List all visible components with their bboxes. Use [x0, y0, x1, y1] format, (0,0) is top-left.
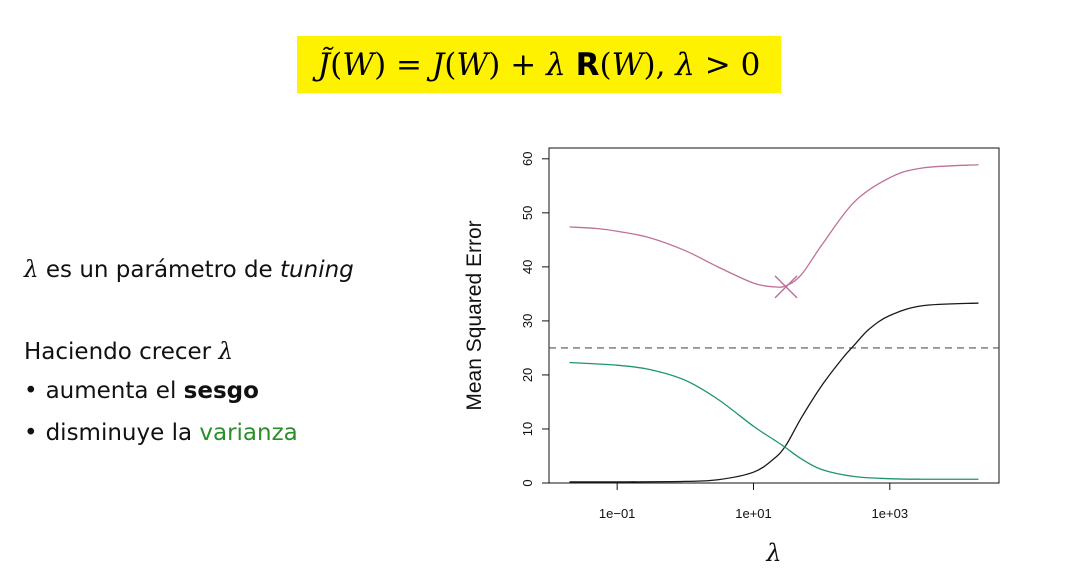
formula-j-tilde: J̃: [317, 46, 331, 83]
y-tick-label: 60: [520, 152, 535, 166]
bullet-icon: •: [24, 420, 38, 446]
formula-plus: +: [500, 46, 547, 83]
lambda-symbol-2: λ: [218, 339, 234, 365]
plot-frame: [548, 147, 1000, 484]
y-tick-label: 50: [520, 206, 535, 220]
x-tick-label: 1e+01: [735, 506, 772, 521]
x-axis-label: λ: [765, 539, 781, 567]
variance-green: varianza: [199, 420, 298, 446]
y-tick-label: 30: [520, 314, 535, 328]
y-tick-label: 40: [520, 260, 535, 274]
formula-banner: J̃(W) = J(W) + λ R(W), λ > 0: [297, 36, 781, 93]
bullet-icon: •: [24, 378, 38, 404]
y-tick-label: 0: [520, 479, 535, 486]
formula-eq: =: [386, 46, 432, 83]
increase-line: Haciendo crecer λ: [24, 339, 233, 365]
formula-w3: W: [611, 46, 644, 83]
series-line: [569, 302, 979, 483]
bias-text: aumenta el: [45, 378, 184, 404]
formula-lambda2: λ: [675, 46, 695, 83]
formula-comma: ,: [655, 46, 676, 83]
bias-bold: sesgo: [183, 378, 259, 404]
y-tick-label: 10: [520, 422, 535, 436]
chart-layer: 0 10 20 30 40 50 60 1e−01 1e+01 1e+03 Mean Squared…: [463, 147, 1000, 567]
x-tick-label: 1e−01: [599, 506, 636, 521]
bullet-variance: • disminuye la varianza: [24, 420, 298, 446]
y-axis-label: Mean Squared Error: [463, 220, 486, 410]
tuning-line: λ es un parámetro de tuning: [24, 257, 354, 283]
formula-r: R: [575, 46, 600, 83]
formula-w1: W: [342, 46, 375, 83]
bullet-bias: • aumenta el sesgo: [24, 378, 259, 404]
variance-text: disminuye la: [45, 420, 200, 446]
formula-j: J: [431, 46, 445, 83]
formula-w2: W: [456, 46, 489, 83]
y-tick-label: 20: [520, 368, 535, 382]
min-marker-stroke-2: [774, 275, 798, 299]
x-tick-label: 1e+03: [872, 506, 909, 521]
series-line: [569, 164, 979, 288]
tuning-text: es un parámetro de: [38, 257, 281, 283]
series-line: [569, 361, 979, 480]
tuning-italic: tuning: [280, 257, 354, 283]
increase-text: Haciendo crecer: [24, 339, 219, 365]
lambda-symbol: λ: [24, 257, 39, 283]
formula-lambda: λ: [546, 46, 566, 83]
formula-gt: > 0: [694, 46, 761, 83]
formula-text: J̃(W) = J(W) + λ R(W), λ > 0: [317, 46, 761, 83]
